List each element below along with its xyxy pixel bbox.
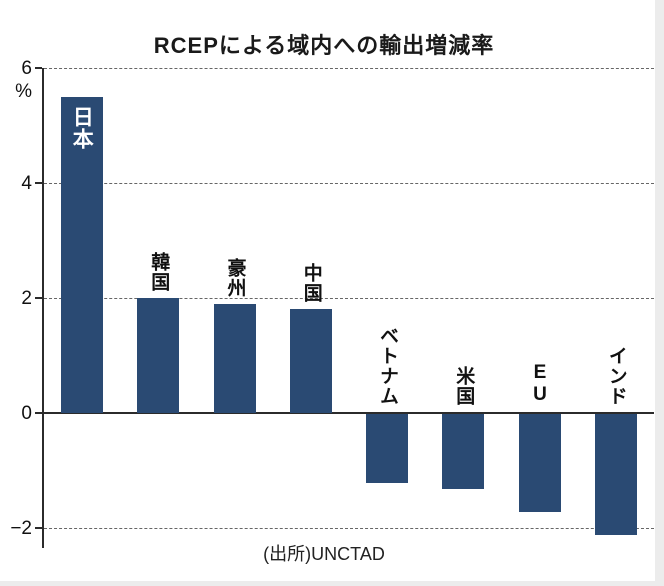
gridline <box>44 182 654 184</box>
bar-label: ベトナム <box>377 325 399 406</box>
gridline <box>44 527 654 529</box>
bar-label: 豪州 <box>224 257 246 298</box>
y-axis-unit: % <box>15 81 32 102</box>
y-axis-tick <box>35 67 42 69</box>
bar-label: 日本 <box>70 105 94 150</box>
bar <box>518 413 561 512</box>
y-axis-label: 0 <box>21 402 32 424</box>
y-axis-label: 2 <box>21 287 32 309</box>
bottom-edge-strip <box>0 581 664 586</box>
bar <box>289 309 332 413</box>
bar <box>61 96 104 413</box>
bar-label: EU <box>529 361 551 406</box>
chart-title: RCEPによる域内への輸出増減率 <box>153 33 495 58</box>
y-axis-line <box>42 68 44 548</box>
gridline <box>44 68 654 69</box>
y-axis-label: 4 <box>21 172 32 194</box>
y-axis-label: −2 <box>10 517 32 539</box>
bar <box>594 413 637 535</box>
gridline <box>44 297 654 299</box>
bar-label: 韓国 <box>148 251 170 292</box>
bar <box>442 413 485 489</box>
source-note: (出所)UNCTAD <box>263 544 385 564</box>
y-axis-tick <box>35 296 42 299</box>
y-axis-label: 6 <box>21 58 32 79</box>
right-edge-strip <box>655 0 664 586</box>
zero-line <box>44 411 654 414</box>
y-axis-tick <box>35 526 42 529</box>
bar-label: 米国 <box>453 365 475 406</box>
bar <box>213 303 256 413</box>
y-axis-tick <box>35 411 42 414</box>
bar <box>137 297 180 413</box>
y-axis-tick <box>35 181 42 184</box>
bar <box>366 413 409 483</box>
bar-label: 中国 <box>300 263 322 304</box>
bar-label: インド <box>605 345 627 406</box>
